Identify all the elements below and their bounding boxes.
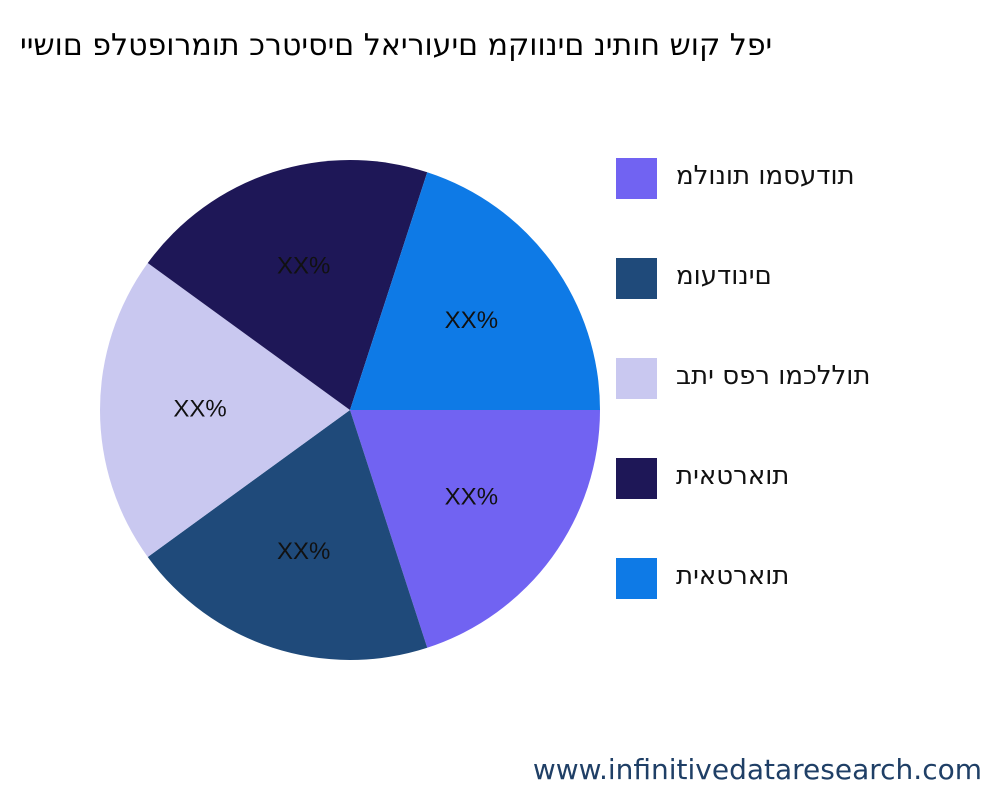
pie-slice-label-5: XX% bbox=[445, 307, 498, 334]
pie-slice-label-2: XX% bbox=[277, 538, 330, 565]
legend-swatch bbox=[616, 258, 657, 299]
pie-slice-4[interactable] bbox=[147, 160, 428, 410]
pie-slice-5[interactable] bbox=[350, 172, 600, 410]
legend-label: תוללכמו רפס יתב bbox=[676, 361, 871, 391]
legend-swatch bbox=[616, 458, 657, 499]
source-url[interactable]: www.infinitivedataresearch.com bbox=[532, 753, 982, 786]
pie-slice-label-4: XX% bbox=[277, 253, 330, 280]
legend-item-5[interactable]: תוארטאית bbox=[616, 558, 976, 600]
chart-title: יפל קוש חותינ םינווקמ םיעוריאל םיסיטרכ ת… bbox=[20, 28, 773, 63]
legend-label: םינודעומ bbox=[676, 261, 772, 291]
pie-slice-label-1: XX% bbox=[445, 484, 498, 511]
legend-swatch bbox=[616, 158, 657, 199]
legend-swatch bbox=[616, 358, 657, 399]
legend-item-4[interactable]: תוארטאית bbox=[616, 458, 976, 500]
legend-label: תוארטאית bbox=[676, 461, 790, 491]
legend-item-1[interactable]: תודעסמו תונולמ bbox=[616, 158, 976, 200]
pie-slice-labels: XX% XX% XX% XX% XX% bbox=[173, 253, 498, 565]
legend-item-2[interactable]: םינודעומ bbox=[616, 258, 976, 300]
legend-item-3[interactable]: תוללכמו רפס יתב bbox=[616, 358, 976, 400]
pie-slice-3[interactable] bbox=[100, 263, 350, 557]
pie-slices bbox=[100, 160, 600, 660]
legend-swatch bbox=[616, 558, 657, 599]
legend-label: תוארטאית bbox=[676, 561, 790, 591]
pie-slice-2[interactable] bbox=[147, 410, 428, 660]
legend-label: תודעסמו תונולמ bbox=[676, 161, 855, 191]
pie-slice-label-3: XX% bbox=[173, 395, 226, 422]
pie-slice-1[interactable] bbox=[350, 410, 600, 648]
